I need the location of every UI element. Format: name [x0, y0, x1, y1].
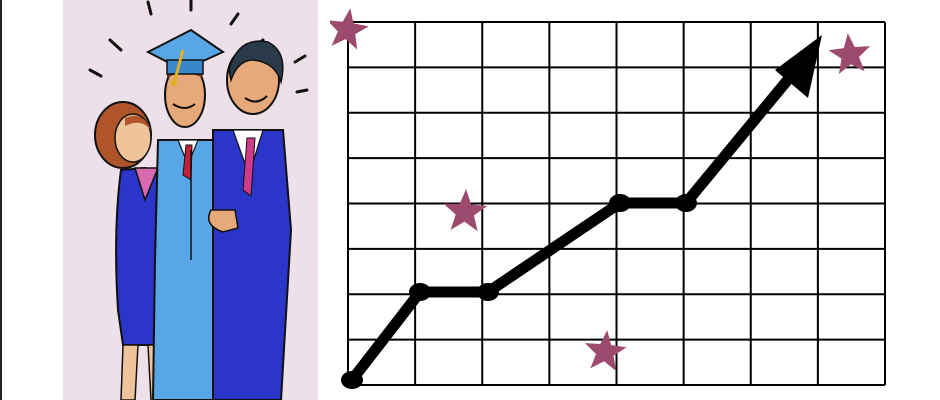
grid-lines — [347, 21, 886, 386]
trend-arrowhead — [775, 35, 822, 98]
star-icon — [584, 330, 627, 371]
stars — [330, 8, 871, 371]
trend-node — [409, 283, 431, 301]
trend-dots — [341, 194, 697, 389]
star-icon — [443, 189, 488, 232]
left-border-line — [0, 0, 2, 400]
trend-node — [675, 194, 697, 212]
rising-trend-grid — [330, 8, 886, 389]
trend-node — [477, 283, 499, 301]
graduation-family-clipart — [63, 0, 318, 400]
rising-trend-graphic — [330, 0, 930, 400]
star-icon — [828, 33, 871, 74]
father-figure — [208, 40, 293, 400]
trend-node — [341, 371, 363, 389]
star-icon — [330, 8, 369, 50]
trend-line — [346, 59, 806, 386]
graduation-clipart — [63, 0, 318, 400]
trend-node — [609, 194, 631, 212]
